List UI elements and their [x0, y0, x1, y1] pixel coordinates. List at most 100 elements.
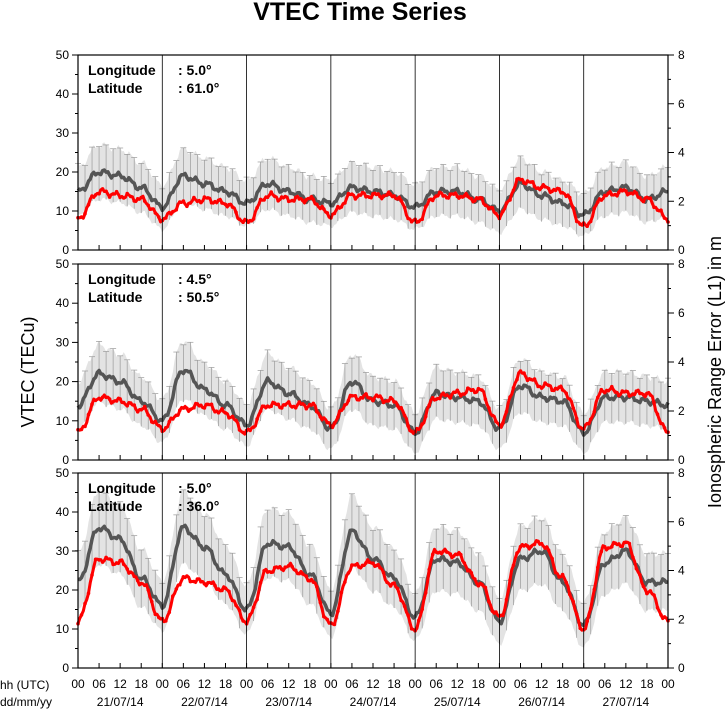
hour-tick-label: 12: [366, 677, 380, 691]
current-point: [174, 587, 179, 591]
current-point: [195, 402, 200, 406]
left-tick-label: 0: [62, 243, 69, 257]
current-point: [360, 396, 365, 400]
current-point: [248, 612, 252, 617]
current-point: [606, 546, 611, 550]
right-tick-label: 2: [678, 612, 685, 626]
current-point: [655, 208, 660, 212]
current-point: [339, 205, 344, 209]
current-point: [125, 191, 129, 196]
chart-title: VTEC Time Series: [253, 0, 467, 26]
current-point: [599, 387, 604, 392]
current-point: [585, 224, 589, 228]
current-point: [610, 384, 614, 389]
current-point: [237, 217, 242, 221]
current-point: [192, 405, 196, 410]
current-point: [171, 209, 175, 214]
current-point: [104, 395, 108, 400]
current-point: [248, 428, 252, 433]
current-point: [255, 417, 259, 421]
current-point: [448, 192, 453, 196]
current-point: [322, 207, 326, 211]
current-point: [192, 195, 196, 200]
right-tick-label: 0: [678, 453, 685, 467]
current-point: [293, 568, 298, 573]
hour-tick-label: 12: [535, 677, 549, 691]
current-point: [142, 583, 147, 588]
current-point: [518, 369, 523, 373]
current-point: [343, 403, 347, 407]
right-tick-label: 4: [678, 146, 685, 160]
current-point: [227, 589, 231, 594]
current-point: [466, 568, 470, 573]
current-point: [150, 420, 154, 424]
right-tick-label: 8: [678, 257, 685, 271]
current-point: [620, 389, 625, 393]
current-point: [188, 407, 193, 412]
current-point: [655, 605, 660, 610]
right-tick-label: 0: [678, 661, 685, 675]
longitude-label: Longitude: [88, 480, 156, 496]
current-point: [560, 191, 565, 195]
current-point: [592, 410, 597, 414]
current-point: [603, 193, 607, 198]
current-point: [423, 204, 428, 209]
current-point: [272, 401, 277, 406]
current-point: [476, 196, 481, 201]
current-point: [480, 196, 484, 200]
current-point: [603, 545, 607, 549]
current-point: [146, 588, 150, 592]
current-point: [146, 413, 150, 417]
current-point: [543, 546, 547, 550]
current-point: [364, 195, 368, 199]
current-point: [420, 422, 425, 426]
current-point: [553, 386, 558, 391]
current-point: [539, 185, 544, 190]
current-point: [473, 390, 477, 395]
current-point: [487, 406, 491, 410]
x-axis-labels: 00 06 12 18 21/07/14 00 06 12 18 22/07/14 00 06 12 18…: [71, 677, 675, 709]
current-point: [480, 582, 484, 587]
current-point: [662, 615, 667, 619]
current-point: [402, 413, 407, 418]
current-point: [276, 402, 281, 407]
current-point: [132, 199, 136, 203]
current-point: [459, 552, 463, 557]
current-point: [360, 190, 365, 195]
current-point: [367, 396, 372, 400]
left-tick-label: 10: [56, 622, 70, 636]
current-point: [350, 563, 354, 567]
current-point: [367, 195, 372, 199]
current-point: [508, 578, 512, 582]
current-point: [279, 195, 284, 199]
current-point: [652, 205, 656, 210]
current-point: [596, 395, 600, 400]
current-point: [448, 552, 453, 556]
current-point: [178, 582, 182, 587]
current-point: [311, 197, 316, 202]
current-point: [265, 570, 270, 574]
current-point: [434, 397, 439, 402]
current-point: [641, 584, 646, 589]
latitude-label: Latitude: [88, 498, 143, 514]
current-point: [357, 398, 361, 402]
current-point: [230, 598, 235, 603]
current-point: [315, 409, 319, 414]
right-tick-label: 2: [678, 404, 685, 418]
current-point: [452, 554, 456, 558]
current-point: [157, 615, 161, 620]
hour-tick-label: 06: [598, 677, 612, 691]
current-point: [216, 198, 221, 203]
current-point: [199, 403, 203, 408]
current-point: [209, 581, 214, 585]
hour-tick-label: 12: [282, 677, 296, 691]
current-point: [631, 192, 635, 196]
current-point: [279, 406, 284, 410]
current-point: [213, 199, 217, 204]
current-point: [518, 544, 523, 549]
current-point: [318, 600, 323, 605]
current-point: [546, 548, 551, 552]
current-point: [596, 565, 600, 570]
current-point: [381, 194, 386, 198]
current-point: [132, 403, 136, 407]
